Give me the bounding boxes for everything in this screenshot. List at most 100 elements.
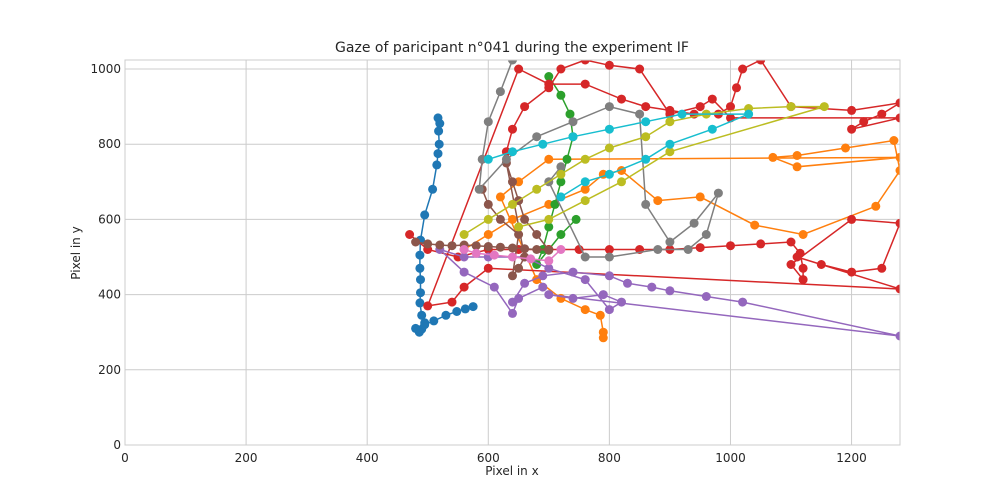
gaze-point <box>556 64 566 74</box>
gaze-point <box>895 152 900 162</box>
gaze-point <box>877 263 887 273</box>
gaze-point <box>798 230 808 239</box>
gaze-point <box>447 297 457 307</box>
gaze-point <box>483 230 493 239</box>
x-tick-label: 400 <box>356 451 379 465</box>
gaze-point <box>562 154 572 164</box>
y-tick-label: 0 <box>113 438 121 452</box>
gaze-point <box>416 275 425 285</box>
gaze-point <box>641 102 651 112</box>
gaze-point <box>877 109 887 119</box>
gaze-point <box>819 102 829 112</box>
gaze-point <box>428 184 438 194</box>
gaze-point <box>420 210 430 220</box>
gaze-point <box>452 307 462 316</box>
gaze-point <box>416 288 425 298</box>
gaze-point <box>460 304 470 314</box>
gaze-point <box>459 230 469 239</box>
gaze-point <box>435 119 445 128</box>
gaze-point <box>483 214 493 224</box>
gaze-point <box>604 60 614 70</box>
gaze-point <box>538 271 548 281</box>
gaze-point <box>544 256 554 266</box>
gaze-point <box>841 143 850 153</box>
gaze-point <box>544 263 554 273</box>
gaze-point <box>580 154 590 164</box>
gaze-point <box>695 243 705 253</box>
gaze-point <box>792 151 802 160</box>
y-axis-label: Pixel in y <box>69 226 83 279</box>
x-tick-label: 200 <box>235 451 258 465</box>
gaze-point <box>526 254 536 264</box>
gaze-point <box>544 245 554 255</box>
gaze-point <box>433 149 443 159</box>
x-tick-label: 1000 <box>715 451 746 465</box>
gaze-point <box>495 242 505 252</box>
gaze-point <box>568 117 578 127</box>
gaze-point <box>580 79 590 89</box>
gaze-point <box>580 177 590 187</box>
gaze-point <box>665 286 675 296</box>
gaze-series-5 <box>435 245 900 341</box>
gaze-point <box>544 290 554 300</box>
gaze-point <box>556 90 566 100</box>
y-tick-label: 400 <box>98 288 121 302</box>
gaze-point <box>459 252 469 262</box>
gaze-point <box>508 252 517 262</box>
gaze-point <box>580 60 590 65</box>
gaze-point <box>580 305 590 315</box>
gaze-point <box>617 94 626 104</box>
gaze-point <box>514 230 524 239</box>
gaze-point <box>508 271 517 281</box>
gaze-point <box>532 132 542 142</box>
gaze-point <box>415 263 425 273</box>
gaze-point <box>695 192 705 202</box>
gaze-point <box>495 87 505 97</box>
gaze-point <box>435 240 445 250</box>
gaze-point <box>604 245 614 254</box>
gaze-point <box>847 124 857 134</box>
gaze-point <box>895 331 900 341</box>
gaze-point <box>750 220 760 230</box>
gaze-point <box>726 102 735 112</box>
gaze-point <box>871 201 881 211</box>
gaze-point <box>786 237 796 247</box>
gaze-point <box>713 188 723 198</box>
gaze-point <box>508 124 517 134</box>
gaze-point <box>744 109 754 119</box>
gaze-point <box>665 147 675 157</box>
gaze-series-7 <box>459 245 566 266</box>
gaze-point <box>483 199 493 209</box>
gaze-point <box>544 222 554 232</box>
gaze-point <box>786 102 796 112</box>
gaze-point <box>604 124 614 134</box>
gaze-point <box>895 113 900 123</box>
gaze-point <box>483 263 493 273</box>
gaze-point <box>641 199 651 209</box>
y-tick-label: 600 <box>98 212 121 226</box>
gaze-point <box>520 244 530 254</box>
gaze-point <box>568 132 578 142</box>
gaze-point <box>641 117 651 127</box>
gaze-point <box>508 243 517 253</box>
series-layer <box>405 60 900 343</box>
gaze-point <box>532 184 542 194</box>
gaze-point <box>653 245 663 254</box>
x-tick-label: 800 <box>598 451 621 465</box>
gaze-point <box>508 177 517 187</box>
gaze-point <box>598 333 608 343</box>
gaze-point <box>411 237 421 247</box>
gaze-point <box>604 143 614 153</box>
gaze-point <box>665 237 675 247</box>
gaze-point <box>508 147 517 157</box>
gaze-point <box>847 214 857 224</box>
gaze-path-line <box>488 113 749 198</box>
gaze-point <box>677 109 687 119</box>
gaze-point <box>434 139 444 149</box>
gaze-point <box>786 260 796 269</box>
gaze-point <box>768 152 778 162</box>
gaze-point <box>707 124 717 134</box>
gaze-point <box>544 72 554 81</box>
gaze-point <box>556 192 566 202</box>
gaze-point <box>538 282 548 292</box>
